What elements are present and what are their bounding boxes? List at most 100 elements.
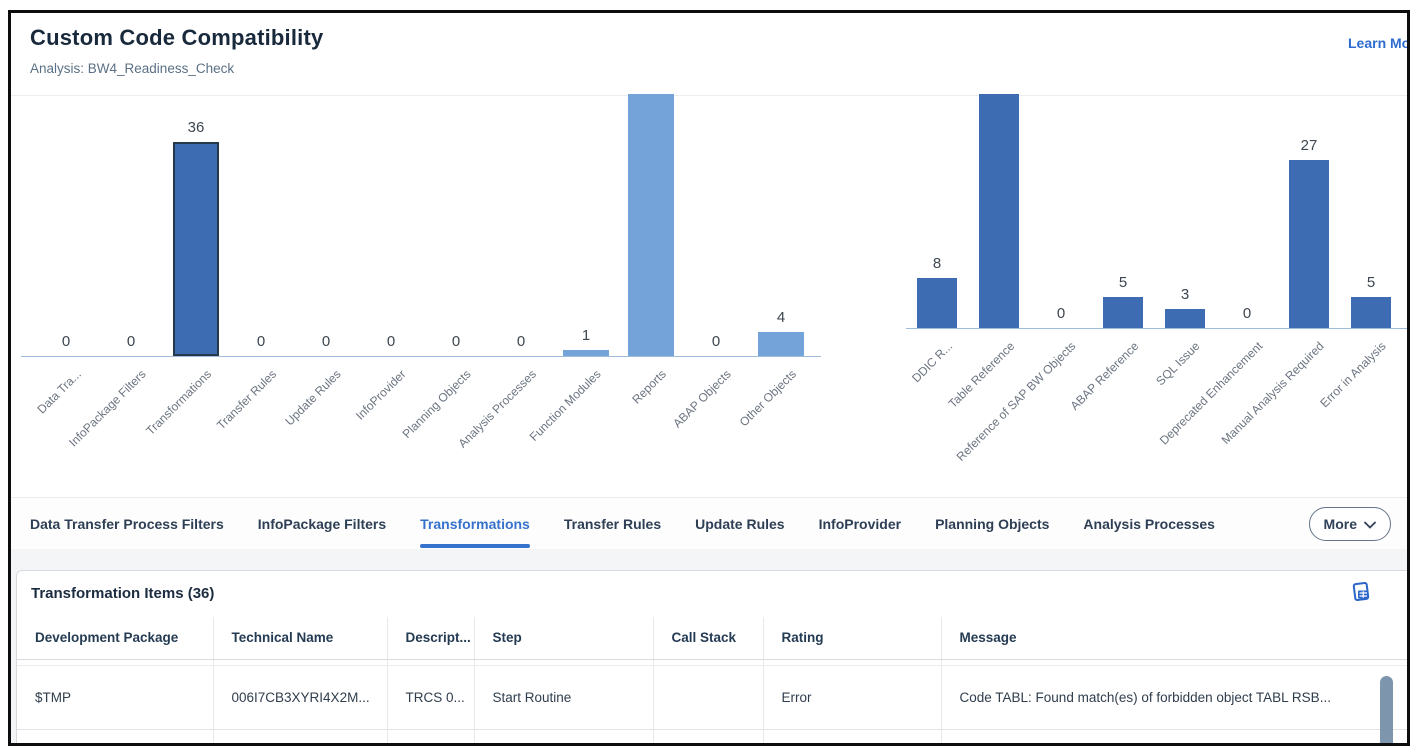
category-label: Reference of SAP BW Objects bbox=[954, 339, 1079, 464]
table-title: Transformation Items (36) bbox=[31, 585, 215, 602]
bar-value-label: 0 bbox=[61, 333, 71, 350]
more-tabs-label: More bbox=[1323, 516, 1357, 532]
table-cell bbox=[763, 659, 942, 666]
bar-abap-reference[interactable] bbox=[1103, 297, 1143, 328]
bar-value-label: 0 bbox=[256, 333, 266, 350]
more-tabs-button[interactable]: More bbox=[1308, 507, 1391, 541]
category-label: Function Modules bbox=[527, 367, 604, 444]
table-cell bbox=[387, 659, 475, 666]
bar-value-label: 0 bbox=[1056, 305, 1066, 322]
bar-value-label: 0 bbox=[1242, 305, 1252, 322]
bar-sql-issue[interactable] bbox=[1165, 309, 1205, 328]
category-label: InfoProvider bbox=[353, 367, 409, 423]
table-body: $TMP 006I7CB3XYRI4X2M... TRCS 0... Start Ro… bbox=[17, 659, 1407, 743]
vertical-scrollbar-thumb[interactable] bbox=[1380, 676, 1393, 743]
category-label: Transformations bbox=[143, 367, 214, 438]
tab-analysis-processes[interactable]: Analysis Processes bbox=[1083, 515, 1215, 532]
table-header: Development Package Technical Name Descrip… bbox=[17, 617, 1407, 660]
bar-function-modules[interactable] bbox=[563, 350, 609, 356]
bar-value-label: 5 bbox=[1118, 274, 1128, 291]
tab-infoprovider[interactable]: InfoProvider bbox=[818, 515, 902, 532]
bar-value-label: 0 bbox=[126, 333, 136, 350]
category-label: Reports bbox=[629, 367, 669, 407]
bar-value-label: 1 bbox=[581, 327, 591, 344]
bar-reports[interactable] bbox=[628, 94, 674, 356]
bar-error-in-analysis[interactable] bbox=[1351, 297, 1391, 328]
bar-value-label: 3 bbox=[1180, 286, 1190, 303]
column-header-development-package[interactable]: Development Package bbox=[17, 617, 214, 660]
object-types-bar-chart: 0 Data Tra... 0 InfoPackage Filters 36 Transf… bbox=[21, 94, 821, 450]
bar-value-label: 0 bbox=[711, 333, 721, 350]
table-cell bbox=[941, 659, 1407, 666]
bar-value-label: 27 bbox=[1300, 137, 1318, 154]
category-label: ABAP Objects bbox=[670, 367, 734, 431]
table-cell bbox=[474, 659, 654, 666]
table-cell bbox=[17, 659, 214, 666]
category-label: Other Objects bbox=[736, 367, 799, 430]
column-header-technical-name[interactable]: Technical Name bbox=[213, 617, 388, 660]
table-header-row: Development Package Technical Name Descrip… bbox=[17, 617, 1407, 660]
issue-categories-bar-chart: 8 DDIC R... Table Reference 0 Reference of S… bbox=[906, 94, 1407, 464]
bar-value-label: 0 bbox=[321, 333, 331, 350]
bar-other-objects[interactable] bbox=[758, 332, 804, 356]
page-title: Custom Code Compatibility bbox=[30, 25, 324, 50]
table-row-partial[interactable] bbox=[17, 729, 1407, 743]
table-cell bbox=[213, 729, 388, 743]
table-cell bbox=[213, 659, 388, 666]
tab-data-transfer-process-filters[interactable]: Data Transfer Process Filters bbox=[30, 515, 224, 532]
category-label: Planning Objects bbox=[399, 367, 474, 442]
column-header-call-stack[interactable]: Call Stack bbox=[653, 617, 764, 660]
table-row[interactable]: $TMP 006I7CB3XYRI4X2M... TRCS 0... Start Ro… bbox=[17, 665, 1407, 730]
tab-transfer-rules[interactable]: Transfer Rules bbox=[563, 515, 662, 532]
table-cell: Error bbox=[763, 665, 942, 730]
transformation-items-table: Development Package Technical Name Descrip… bbox=[17, 617, 1407, 743]
table-cell: TRCS 0... bbox=[387, 665, 475, 730]
icon-tab-bar: Data Transfer Process Filters InfoPackag… bbox=[11, 497, 1407, 549]
bar-value-label: 36 bbox=[187, 119, 205, 136]
learn-more-link[interactable]: Learn More bbox=[1348, 35, 1410, 51]
table-cell: Start Routine bbox=[474, 665, 654, 730]
category-label: Error in Analysis bbox=[1317, 339, 1389, 411]
bar-value-label: 0 bbox=[516, 333, 526, 350]
tab-planning-objects[interactable]: Planning Objects bbox=[935, 515, 1050, 532]
category-label: Data Tra... bbox=[34, 367, 84, 417]
column-header-message[interactable]: Message bbox=[941, 617, 1407, 660]
app-window: Custom Code Compatibility Analysis: BW4_… bbox=[8, 10, 1410, 746]
table-cell: 006I7CB3XYRI4X2M... bbox=[213, 665, 388, 730]
category-label: Manual Analysis Required bbox=[1218, 339, 1327, 448]
table-cell bbox=[653, 665, 764, 730]
transformation-items-panel: Transformation Items (36) Development Pa… bbox=[16, 570, 1407, 743]
category-label: Transfer Rules bbox=[213, 367, 279, 433]
bar-ddic-r-[interactable] bbox=[917, 278, 957, 328]
table-spacer-row bbox=[17, 659, 1407, 666]
table-cell: Code TABL: Found match(es) of forbidden … bbox=[941, 665, 1407, 730]
table-cell bbox=[17, 729, 214, 743]
table-cell bbox=[763, 729, 942, 743]
tab-update-rules[interactable]: Update Rules bbox=[695, 515, 785, 532]
category-label: DDIC R... bbox=[908, 339, 955, 386]
table-cell bbox=[474, 729, 654, 743]
bar-manual-analysis-required[interactable] bbox=[1289, 160, 1329, 328]
bar-value-label: 8 bbox=[932, 255, 942, 272]
bar-transformations[interactable] bbox=[173, 142, 219, 356]
category-label: Update Rules bbox=[282, 367, 344, 429]
column-header-step[interactable]: Step bbox=[474, 617, 654, 660]
bar-table-reference[interactable] bbox=[979, 94, 1019, 328]
export-to-spreadsheet-icon[interactable] bbox=[1349, 580, 1373, 604]
bar-value-label: 5 bbox=[1366, 274, 1376, 291]
analysis-subtitle: Analysis: BW4_Readiness_Check bbox=[30, 61, 235, 76]
table-cell bbox=[653, 659, 764, 666]
table-cell: $TMP bbox=[17, 665, 214, 730]
category-label: Deprecated Enhancement bbox=[1156, 339, 1265, 448]
header-divider bbox=[11, 95, 1407, 96]
bar-value-label: 4 bbox=[776, 309, 786, 326]
tab-infopackage-filters[interactable]: InfoPackage Filters bbox=[257, 515, 387, 532]
bar-value-label: 0 bbox=[386, 333, 396, 350]
table-cell bbox=[387, 729, 475, 743]
column-header-descript-[interactable]: Descript... bbox=[387, 617, 475, 660]
column-header-rating[interactable]: Rating bbox=[763, 617, 942, 660]
tab-transformations[interactable]: Transformations bbox=[420, 498, 530, 550]
table-cell bbox=[653, 729, 764, 743]
table-cell bbox=[941, 729, 1407, 743]
category-label: ABAP Reference bbox=[1067, 339, 1141, 413]
